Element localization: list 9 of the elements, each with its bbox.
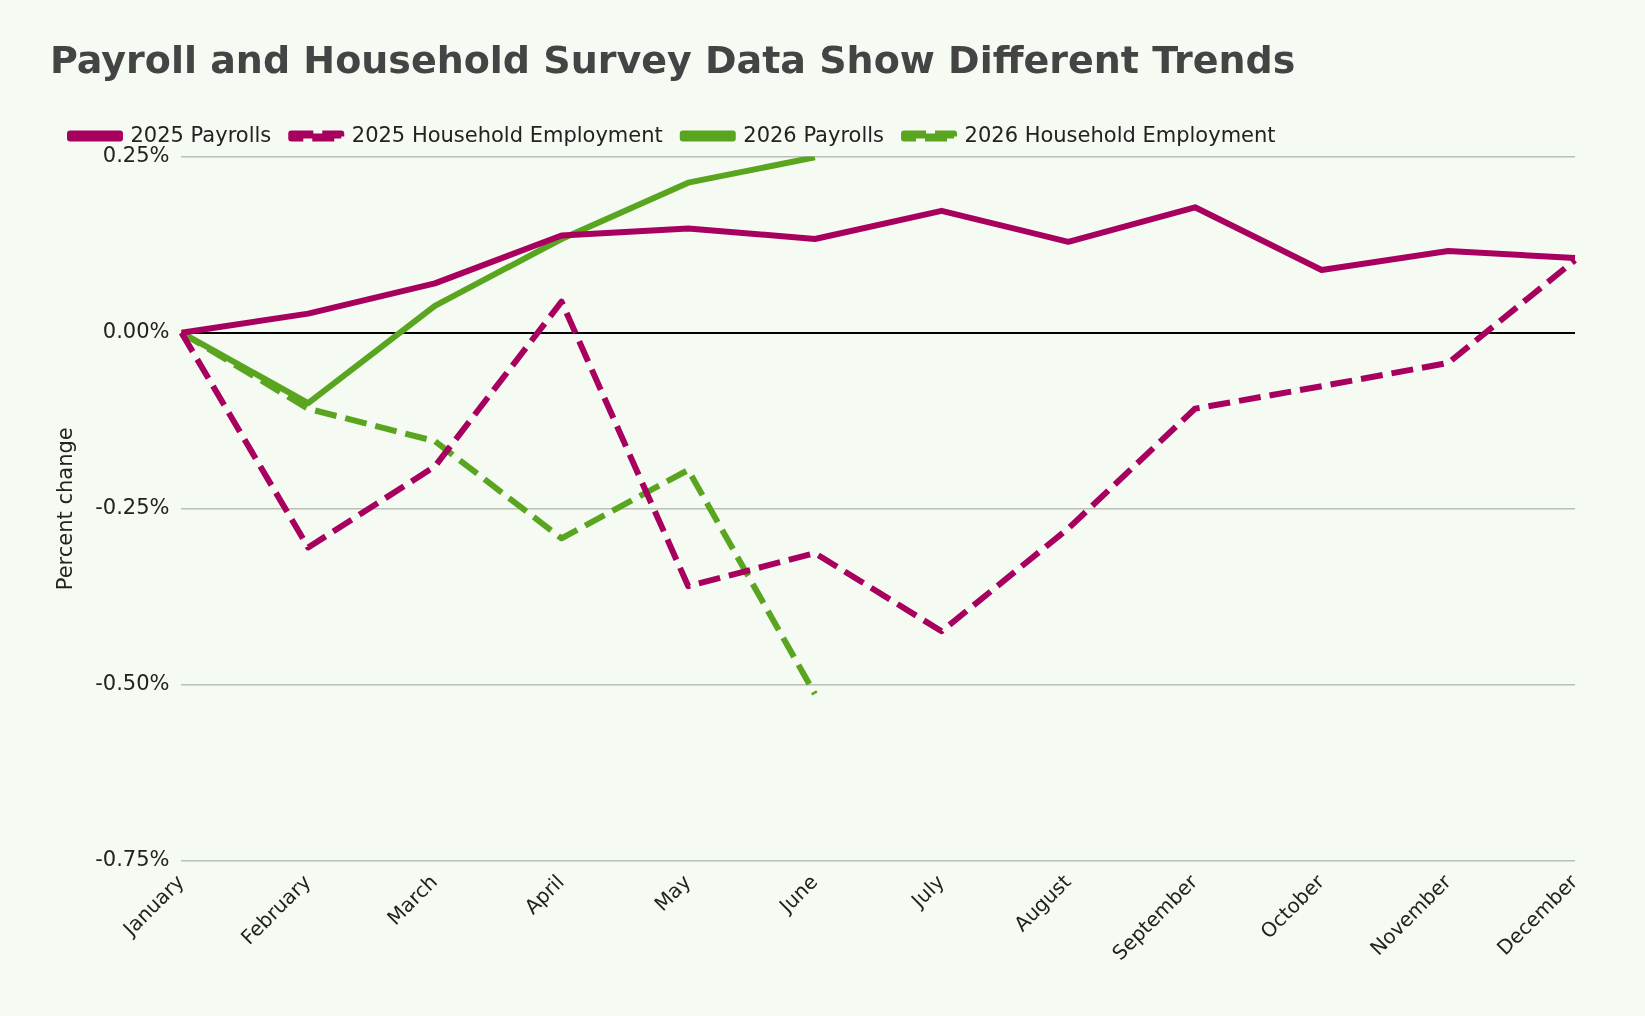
- y-tick-label: -0.75%: [95, 847, 170, 872]
- legend-label: 2025 Household Employment: [351, 122, 663, 147]
- y-tick-label: 0.00%: [102, 319, 170, 344]
- chart-title: Payroll and Household Survey Data Show Different Trends: [50, 37, 1296, 82]
- legend-label: 2026 Payrolls: [743, 122, 885, 147]
- y-tick-label: -0.50%: [95, 671, 170, 696]
- legend-label: 2026 Household Employment: [964, 122, 1276, 147]
- y-tick-label: -0.25%: [95, 495, 170, 520]
- y-axis-title: Percent change: [53, 427, 78, 591]
